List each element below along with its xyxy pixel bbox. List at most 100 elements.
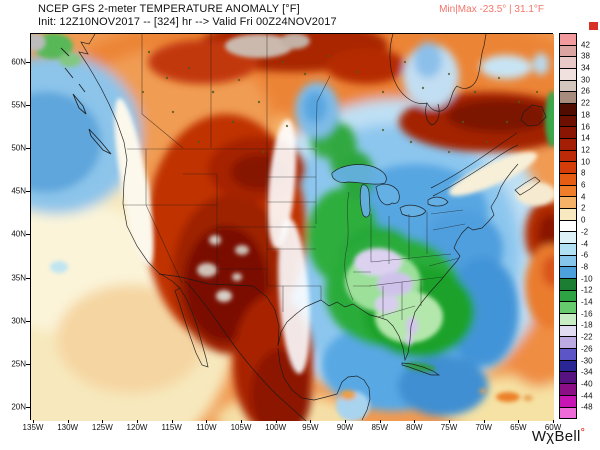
lon-tick-label: 90W [336, 423, 354, 432]
lat-tick-label: 55N [11, 100, 26, 110]
colorbar-cell [560, 69, 576, 81]
colorbar-cell [560, 395, 576, 408]
colorbar-cell [560, 302, 576, 315]
lat-tick-label: 60N [11, 57, 26, 67]
colorbar-tick-label: -44 [581, 391, 593, 401]
colorbar-tick-label: 22 [581, 98, 590, 108]
lon-tick-label: 135W [22, 423, 44, 432]
colorbar [559, 33, 577, 419]
temperature-anomaly-map [31, 34, 554, 421]
colorbar-tick-label: 26 [581, 86, 590, 96]
colorbar-tick-label: -10 [581, 274, 593, 284]
colorbar-cell [560, 360, 576, 373]
lat-tick [26, 363, 30, 365]
colorbar-cell [560, 57, 576, 70]
lon-tick [275, 420, 277, 423]
lon-tick [379, 420, 381, 423]
lon-tick [345, 420, 347, 423]
lat-tick [26, 191, 30, 193]
colorbar-cell [560, 372, 576, 385]
lat-tick-label: 30N [11, 316, 26, 326]
colorbar-tick-label: 2 [581, 203, 586, 213]
colorbar-tick-label: 10 [581, 157, 590, 167]
lon-tick-label: 70W [475, 423, 492, 432]
lat-tick-label: 45N [11, 186, 26, 196]
lon-tick [171, 420, 173, 423]
colorbar-cell [560, 290, 576, 303]
colorbar-tick-label: -6 [581, 250, 589, 260]
lon-tick [310, 420, 312, 423]
colorbar-tick-label: 12 [581, 145, 590, 155]
colorbar-cell [560, 232, 576, 245]
colorbar-cell [560, 139, 576, 151]
lat-tick-label: 40N [11, 229, 26, 239]
colorbar-tick-label: -30 [581, 356, 593, 365]
lon-tick [414, 420, 416, 423]
colorbar-cell [560, 150, 576, 163]
colorbar-cell [560, 92, 576, 105]
lat-tick [26, 148, 30, 150]
colorbar-cell [560, 384, 576, 396]
colorbar-tick-label: 38 [581, 51, 590, 61]
lon-tick [137, 420, 138, 423]
colorbar-top-marker [589, 22, 598, 30]
wxbell-logo: WχBell° [532, 427, 585, 445]
lon-tick [206, 420, 208, 423]
colorbar-tick-label: -12 [581, 285, 593, 295]
lat-tick [26, 105, 30, 107]
colorbar-tick-label: 42 [581, 40, 590, 50]
colorbar-tick-label: -34 [581, 367, 593, 377]
colorbar-tick-label: 4 [581, 192, 586, 202]
wxbell-logo-degree: ° [580, 427, 585, 438]
lon-tick [241, 420, 243, 423]
lon-tick-label: 105W [230, 423, 252, 432]
lon-tick-label: 100W [265, 423, 287, 432]
colorbar-tick-label: 18 [581, 110, 590, 120]
colorbar-cell [560, 244, 576, 256]
init-valid-line: Init: 12Z10NOV2017 -- [324] hr --> Valid… [38, 16, 337, 28]
lon-tick-label: 115W [161, 423, 182, 432]
colorbar-cell [560, 197, 576, 210]
colorbar-tick-label: -48 [581, 402, 593, 412]
lat-tick [26, 234, 30, 236]
colorbar-tick-label: 30 [581, 75, 590, 85]
lon-tick-label: 65W [510, 423, 527, 432]
colorbar-cell [560, 80, 576, 93]
lon-tick-label: 60W [544, 423, 562, 432]
colorbar-tick-label: 16 [581, 122, 590, 132]
colorbar-cell [560, 337, 576, 350]
colorbar-tick-label: 0 [581, 215, 586, 225]
lon-tick-label: 125W [91, 423, 113, 432]
wxbell-logo-text: WχBell [531, 428, 581, 445]
colorbar-cell [560, 209, 576, 221]
map-outlines [60, 34, 547, 421]
lon-tick [518, 420, 520, 423]
lon-tick [33, 420, 34, 423]
colorbar-tick-label: -2 [581, 227, 589, 237]
colorbar-tick-label: -26 [581, 344, 593, 354]
lat-tick-label: 35N [11, 273, 26, 282]
map-speckles [141, 50, 539, 154]
colorbar-cell [560, 174, 576, 186]
colorbar-tick-label: 8 [581, 168, 586, 178]
map-title: NCEP GFS 2-meter TEMPERATURE ANOMALY [°F… [38, 3, 300, 15]
lon-tick [102, 420, 104, 423]
colorbar-cell [560, 127, 576, 140]
lon-tick [67, 420, 69, 423]
lon-tick [483, 420, 485, 423]
colorbar-labels: 42 38 34 30 26 22 18 16 14 12 10 8 6 4 2 0 -2 -4 -6 -8 -10 -1… [581, 33, 600, 419]
lat-tick [26, 277, 30, 279]
colorbar-cell [560, 185, 576, 198]
lon-tick-label: 75W [440, 423, 458, 432]
colorbar-cell [560, 104, 576, 116]
lat-tick-label: 20N [11, 402, 26, 412]
lon-tick-label: 130W [57, 423, 79, 432]
lat-tick [26, 62, 30, 63]
lon-tick-label: 120W [126, 423, 148, 432]
colorbar-cell [560, 255, 576, 268]
colorbar-tick-label: 6 [581, 180, 586, 190]
map-canvas [30, 33, 554, 421]
colorbar-cell [560, 162, 576, 175]
colorbar-tick-label: -4 [581, 239, 589, 249]
